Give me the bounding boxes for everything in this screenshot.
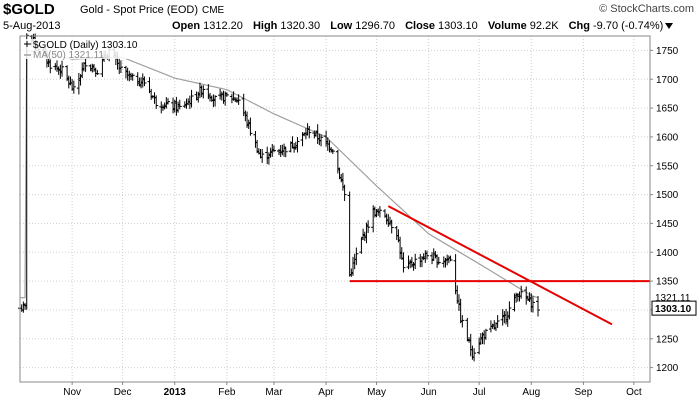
instrument-name: Gold - Spot Price (EOD) CME	[80, 4, 224, 16]
chg-label: Chg	[568, 20, 590, 32]
last-close-label: 1303.10	[655, 304, 692, 315]
open-value: 1312.20	[203, 20, 243, 32]
volume-value: 92.2K	[529, 20, 559, 32]
y-tick-label: 1350	[656, 277, 679, 288]
chg-value: -9.70 (-0.74%)	[592, 20, 664, 32]
plot-frame	[19, 35, 651, 383]
ohlc-summary: Open 1312.20 High 1320.30 Low 1296.70 Close…	[172, 20, 674, 32]
low-label: Low	[330, 20, 353, 32]
legend: $GOLD (Daily) 1303.10 MA(50) 1321.11	[22, 39, 140, 61]
y-tick-label: 1550	[656, 161, 679, 172]
ma-layer	[20, 49, 539, 299]
high-label: High	[252, 20, 278, 32]
brand-text: © StockCharts.com	[599, 3, 694, 15]
y-tick-label: 1750	[656, 46, 679, 57]
instrument-name-text: Gold - Spot Price (EOD)	[80, 4, 198, 16]
high-value: 1320.30	[280, 20, 321, 32]
x-tick-label: Oct	[626, 387, 642, 398]
dropdown-arrow-icon[interactable]	[665, 23, 674, 30]
ma50-line	[20, 49, 539, 299]
exchange-label: CME	[201, 5, 225, 16]
close-value: 1303.10	[438, 20, 478, 32]
x-tick-label: Apr	[318, 387, 334, 398]
y-tick-label: 1450	[656, 219, 679, 230]
y-tick-label: 1200	[656, 363, 679, 374]
grid-layer	[20, 36, 650, 382]
x-tick-label: Mar	[265, 387, 283, 398]
quote-date: 5-Aug-2013	[3, 20, 61, 32]
ma-last-value-box	[652, 290, 696, 304]
y-tick-label: 1250	[656, 334, 679, 345]
y-tick-label: 1700	[656, 75, 679, 86]
price-bars-layer	[18, 33, 540, 362]
x-tick-label: Feb	[218, 387, 236, 398]
chart-header: $GOLD Gold - Spot Price (EOD) CME © Stock…	[0, 0, 700, 34]
y-tick-label: 1650	[656, 104, 679, 115]
volume-label: Volume	[487, 20, 527, 32]
x-tick-label: Aug	[522, 387, 540, 398]
y-tick-label: 1500	[656, 190, 679, 201]
legend-ma-label: MA(50) 1321.11	[33, 50, 104, 61]
y-tick-label: 1600	[656, 132, 679, 143]
legend-bg	[22, 39, 140, 59]
y-tick-label: 1400	[656, 248, 679, 259]
ticker-symbol: $GOLD	[3, 1, 55, 18]
x-tick-label: 2013	[164, 387, 187, 398]
x-tick-label: Jun	[421, 387, 437, 398]
x-tick-label: Nov	[63, 387, 81, 398]
close-label: Close	[405, 20, 436, 32]
x-tick-label: May	[367, 387, 386, 398]
down-trendline	[387, 205, 613, 326]
x-tick-label: Dec	[114, 387, 132, 398]
stockcharts-brand[interactable]: © StockCharts.com	[599, 3, 694, 15]
x-tick-label: Jul	[473, 387, 486, 398]
low-value: 1296.70	[355, 20, 395, 32]
ma-last-value-label: 1321.11	[655, 293, 691, 304]
x-tick-label: Sep	[575, 387, 593, 398]
axis-layer: 1200125013001350140014501500155016001650…	[63, 46, 697, 398]
last-close-box	[651, 300, 697, 316]
annotation-layer	[349, 205, 650, 326]
open-label: Open	[172, 20, 201, 32]
legend-price-label: $GOLD (Daily) 1303.10	[33, 40, 138, 51]
